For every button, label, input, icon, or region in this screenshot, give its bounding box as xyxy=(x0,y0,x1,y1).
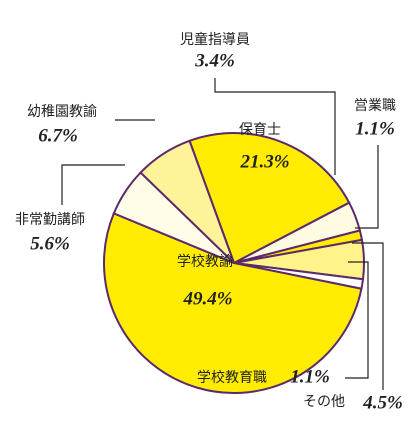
slice-name: 幼稚園教諭 xyxy=(27,104,97,120)
value-label: 49.4% xyxy=(182,288,232,309)
slice-name: 学校教諭 xyxy=(177,253,233,270)
slice-name: 営業職 xyxy=(354,98,396,114)
pie-slice xyxy=(103,212,363,394)
leader-line xyxy=(352,242,384,390)
value-label: 1.1% xyxy=(290,366,330,387)
slice-name: 保育士 xyxy=(239,122,281,138)
value-label: 4.5% xyxy=(362,392,403,413)
leader-line xyxy=(61,164,125,205)
slice-name: 学校教育職 xyxy=(197,369,267,386)
value-label: 21.3% xyxy=(239,151,289,172)
leader-line xyxy=(355,145,379,229)
leader-line xyxy=(214,78,336,175)
slice-name: 児童指導員 xyxy=(180,31,250,48)
value-label: 1.1% xyxy=(355,118,395,139)
pie-slice xyxy=(139,139,235,264)
leader-lines xyxy=(61,78,384,390)
value-label: 3.4% xyxy=(194,50,235,71)
value-label: 5.6% xyxy=(30,233,70,254)
leader-line xyxy=(345,261,369,379)
pie xyxy=(103,132,365,394)
slice-name: その他 xyxy=(303,394,345,410)
slice-name: 非常勤講師 xyxy=(15,212,85,228)
pie-slice xyxy=(188,132,351,265)
value-label: 6.7% xyxy=(38,125,78,146)
